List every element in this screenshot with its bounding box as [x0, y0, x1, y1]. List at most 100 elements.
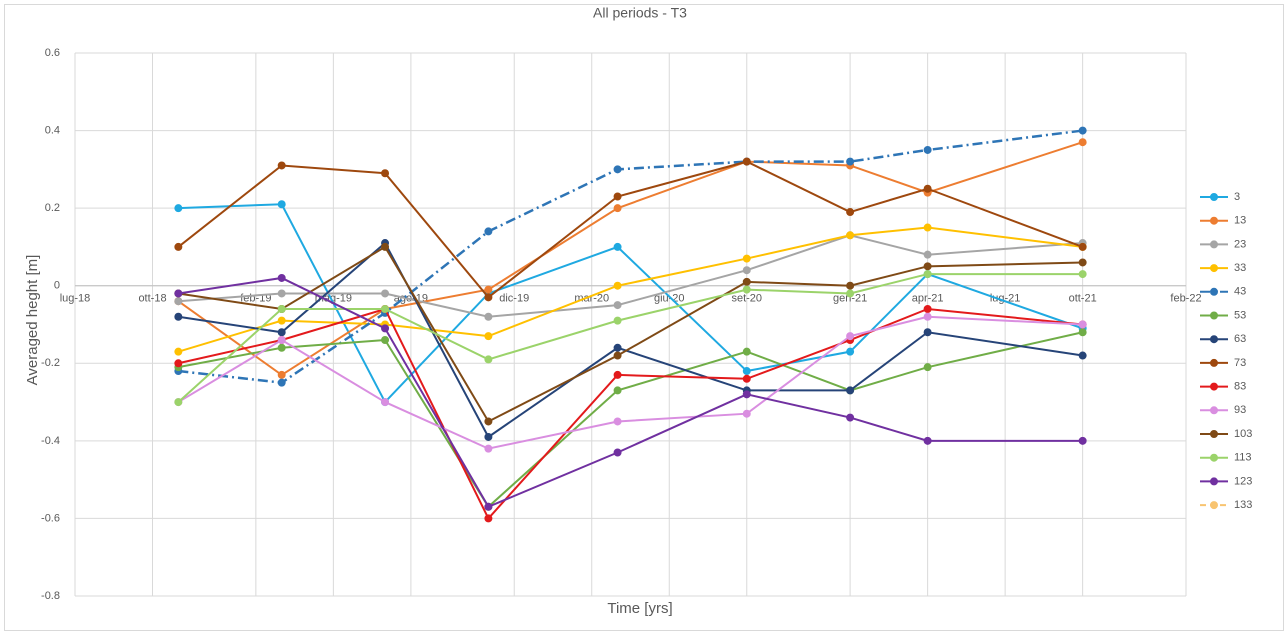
y-axis-title: Averaged heght [m]	[24, 255, 41, 386]
data-point	[484, 355, 493, 364]
data-point	[381, 242, 390, 251]
data-point	[1078, 320, 1087, 329]
data-point	[381, 304, 390, 313]
data-point	[277, 328, 286, 337]
y-tick-label: -0.8	[41, 590, 60, 602]
data-point	[742, 285, 751, 294]
data-point	[923, 262, 932, 271]
data-point	[613, 242, 622, 251]
data-point	[381, 289, 390, 298]
data-point	[742, 266, 751, 275]
data-point	[1078, 126, 1087, 135]
data-point	[174, 289, 183, 298]
data-point	[846, 281, 855, 290]
y-tick-label: 0	[54, 280, 60, 292]
x-tick-label: ott-18	[138, 293, 166, 305]
data-point	[846, 208, 855, 217]
x-tick-label: set-20	[731, 293, 762, 305]
data-point	[923, 328, 932, 337]
legend-marker	[1210, 216, 1218, 225]
x-tick-label: ott-21	[1069, 293, 1097, 305]
legend-label: 3	[1234, 191, 1240, 203]
data-point	[923, 250, 932, 259]
data-point	[742, 367, 751, 376]
data-point	[613, 370, 622, 379]
legend-marker	[1210, 382, 1218, 391]
x-tick-label: lug-21	[990, 293, 1021, 305]
data-point	[923, 312, 932, 321]
legend-label: 133	[1234, 499, 1252, 511]
legend-marker	[1210, 287, 1218, 296]
data-point	[613, 204, 622, 213]
legend-label: 103	[1234, 428, 1252, 440]
data-point	[277, 343, 286, 352]
x-tick-label: mar-20	[574, 293, 609, 305]
x-tick-label: gen-21	[833, 293, 867, 305]
legend-label: 123	[1234, 475, 1252, 487]
y-tick-label: -0.4	[41, 435, 60, 447]
legend-marker	[1210, 406, 1218, 415]
x-tick-label: dic-19	[499, 293, 529, 305]
data-point	[846, 157, 855, 166]
data-point	[484, 444, 493, 453]
data-point	[613, 417, 622, 426]
data-point	[277, 273, 286, 282]
data-point	[484, 332, 493, 341]
data-point	[923, 436, 932, 445]
y-tick-label: -0.2	[41, 357, 60, 369]
chart-frame	[4, 4, 1284, 631]
data-point	[381, 169, 390, 178]
data-point	[1078, 242, 1087, 251]
legend-label: 83	[1234, 381, 1246, 393]
legend-label: 33	[1234, 262, 1246, 274]
data-point	[846, 332, 855, 341]
y-tick-label: 0.6	[45, 47, 60, 59]
data-point	[613, 281, 622, 290]
data-point	[742, 347, 751, 356]
data-point	[174, 242, 183, 251]
data-point	[613, 343, 622, 352]
data-point	[174, 398, 183, 407]
data-point	[923, 270, 932, 279]
data-point	[484, 227, 493, 236]
legend-marker	[1210, 477, 1218, 486]
x-tick-label: feb-22	[1170, 293, 1201, 305]
data-point	[613, 316, 622, 325]
data-point	[923, 363, 932, 372]
data-point	[846, 347, 855, 356]
data-point	[277, 336, 286, 345]
data-point	[381, 336, 390, 345]
legend-marker	[1210, 240, 1218, 249]
data-point	[174, 359, 183, 368]
legend-marker	[1210, 311, 1218, 320]
data-point	[484, 502, 493, 511]
legend-label: 23	[1234, 238, 1246, 250]
data-point	[1078, 328, 1087, 337]
data-point	[846, 289, 855, 298]
data-point	[484, 285, 493, 294]
data-point	[174, 347, 183, 356]
data-point	[923, 145, 932, 154]
data-point	[277, 289, 286, 298]
data-point	[613, 301, 622, 310]
data-point	[923, 304, 932, 313]
legend-label: 73	[1234, 357, 1246, 369]
data-point	[174, 297, 183, 306]
data-point	[846, 231, 855, 240]
data-point	[484, 312, 493, 321]
data-point	[277, 200, 286, 209]
data-point	[742, 157, 751, 166]
data-point	[1078, 270, 1087, 279]
data-point	[381, 398, 390, 407]
y-tick-label: 0.2	[45, 202, 60, 214]
data-point	[484, 417, 493, 426]
data-point	[1078, 258, 1087, 267]
data-point	[484, 432, 493, 441]
y-tick-label: 0.4	[45, 124, 60, 136]
data-point	[484, 514, 493, 523]
x-tick-label: giu-20	[654, 293, 685, 305]
y-tick-label: -0.6	[41, 512, 60, 524]
data-point	[742, 277, 751, 286]
legend-label: 13	[1234, 215, 1246, 227]
